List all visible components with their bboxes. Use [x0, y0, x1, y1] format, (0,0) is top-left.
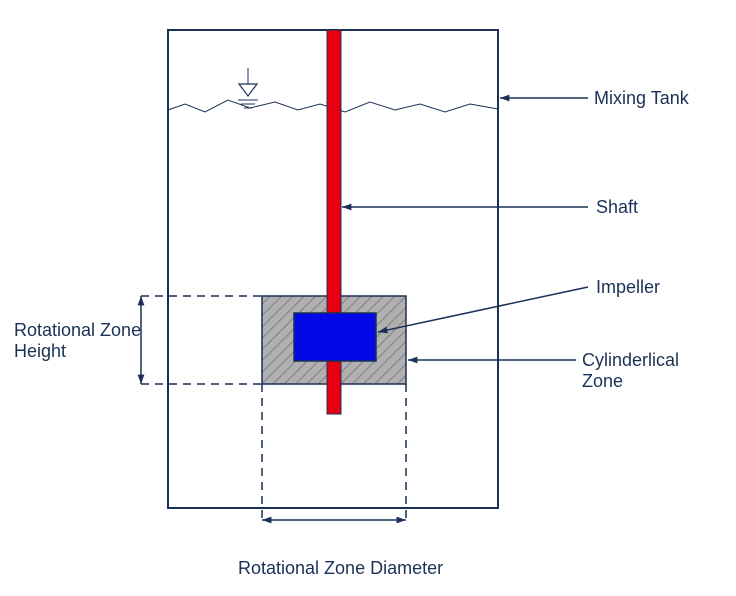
label-rot-diameter: Rotational Zone Diameter — [238, 558, 443, 579]
label-rot-height: Rotational Zone Height — [14, 320, 141, 362]
label-mixing-tank: Mixing Tank — [594, 88, 689, 109]
label-impeller: Impeller — [596, 277, 660, 298]
label-cylinder-zone: Cylinderlical Zone — [582, 350, 679, 392]
label-shaft: Shaft — [596, 197, 638, 218]
impeller — [294, 313, 376, 361]
